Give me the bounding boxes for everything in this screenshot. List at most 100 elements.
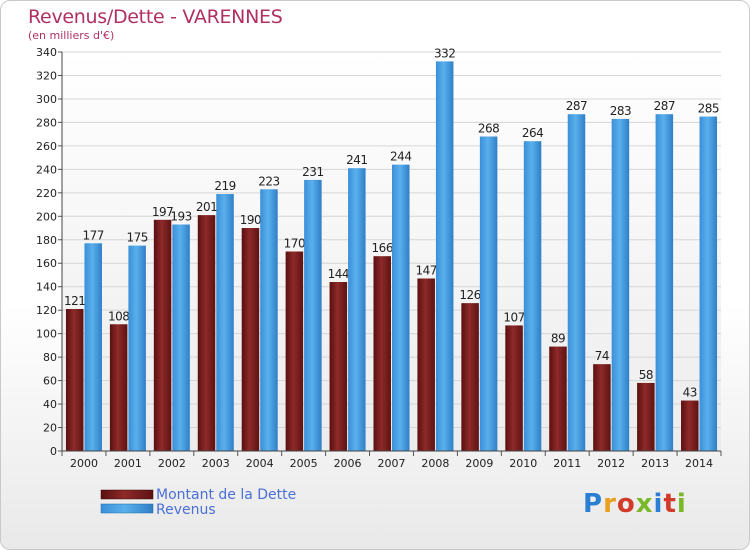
x-tick-label: 2010 [509, 457, 537, 470]
data-label-revenus: 241 [346, 153, 367, 167]
y-tick-label: 20 [43, 422, 57, 435]
data-label-dette: 126 [459, 288, 480, 302]
data-label-revenus: 223 [258, 174, 279, 188]
data-label-revenus: 177 [83, 228, 104, 242]
y-tick-label: 120 [36, 304, 57, 317]
logo-letter: i [653, 489, 664, 519]
data-label-revenus: 283 [610, 104, 631, 118]
data-label-dette: 74 [595, 349, 609, 363]
data-label-dette: 147 [415, 263, 436, 277]
chart-subtitle: (en milliers d'€) [28, 29, 115, 42]
bar-revenus [479, 136, 498, 451]
x-tick-label: 2002 [158, 457, 186, 470]
data-label-revenus: 219 [214, 179, 235, 193]
y-tick-label: 40 [43, 398, 57, 411]
bar-dette [109, 324, 128, 451]
bar-revenus [348, 168, 366, 451]
bar-dette [65, 309, 84, 451]
data-label-dette: 108 [108, 309, 129, 323]
x-tick-label: 2009 [465, 457, 493, 470]
bar-revenus [435, 61, 454, 451]
bar-dette [593, 364, 611, 451]
y-tick-label: 100 [36, 328, 57, 341]
data-label-revenus: 244 [390, 150, 411, 164]
proxiti-logo: Proxiti [583, 489, 687, 519]
y-tick-label: 80 [43, 351, 57, 364]
bar-revenus [699, 116, 718, 451]
bar-revenus [392, 164, 410, 452]
x-tick-label: 2001 [114, 457, 142, 470]
x-tick-label: 2000 [70, 457, 98, 470]
chart-title: Revenus/Dette - VARENNES [28, 6, 283, 28]
data-label-dette: 43 [683, 386, 697, 400]
bar-dette [241, 228, 260, 451]
data-label-revenus: 264 [522, 126, 543, 140]
bar-dette [153, 219, 172, 451]
logo-letter: x [635, 489, 654, 519]
legend-swatch-revenus [100, 503, 154, 514]
data-label-dette: 170 [284, 237, 305, 251]
y-tick-label: 260 [36, 140, 57, 153]
y-tick-label: 240 [36, 163, 57, 176]
bar-revenus [260, 189, 278, 451]
y-tick-label: 300 [36, 93, 57, 106]
data-label-dette: 201 [196, 200, 217, 214]
logo-letter: r [603, 489, 617, 519]
logo-letter: P [583, 489, 604, 519]
data-label-revenus: 175 [126, 231, 147, 245]
bar-dette [637, 382, 655, 451]
bar-revenus [611, 118, 630, 451]
data-label-revenus: 287 [654, 99, 675, 113]
data-label-revenus: 268 [478, 121, 499, 135]
plot-area [62, 52, 721, 451]
data-label-dette: 190 [240, 213, 261, 227]
bar-revenus [128, 245, 146, 451]
y-tick-label: 0 [50, 445, 57, 458]
y-tick-label: 180 [36, 234, 57, 247]
y-tick-label: 160 [36, 257, 57, 270]
bar-dette [505, 325, 523, 451]
y-tick-label: 340 [36, 46, 57, 59]
x-tick-label: 2005 [290, 457, 318, 470]
x-tick-label: 2013 [641, 457, 669, 470]
data-label-revenus: 231 [302, 165, 323, 179]
x-tick-label: 2003 [202, 457, 230, 470]
data-label-dette: 144 [328, 267, 349, 281]
data-label-dette: 121 [64, 294, 85, 308]
bar-dette [417, 278, 435, 451]
bar-dette [549, 346, 567, 451]
bar-revenus [567, 114, 586, 452]
legend-label-dette: Montant de la Dette [156, 487, 297, 503]
data-label-revenus: 287 [566, 99, 587, 113]
x-tick-label: 2007 [378, 457, 406, 470]
logo-letter: o [616, 489, 636, 519]
bar-revenus [216, 193, 234, 451]
y-tick-label: 320 [36, 69, 57, 82]
legend-swatch-dette [100, 489, 154, 500]
data-label-dette: 197 [152, 205, 173, 219]
legend-label-revenus: Revenus [156, 502, 216, 518]
bar-dette [285, 251, 304, 451]
bar-dette [329, 282, 348, 451]
x-tick-label: 2014 [685, 457, 713, 470]
y-tick-label: 140 [36, 281, 57, 294]
y-tick-label: 280 [36, 116, 57, 129]
data-label-revenus: 193 [170, 210, 191, 224]
bar-dette [461, 303, 479, 451]
x-tick-label: 2006 [334, 457, 362, 470]
y-tick-label: 220 [36, 187, 57, 200]
logo-letter: i [676, 489, 687, 519]
x-tick-label: 2004 [246, 457, 274, 470]
x-tick-label: 2008 [421, 457, 449, 470]
data-label-dette: 166 [372, 241, 393, 255]
bar-revenus [172, 224, 190, 451]
bar-revenus [84, 243, 102, 451]
x-tick-label: 2011 [553, 457, 581, 470]
logo-letter: t [663, 489, 677, 519]
bar-revenus [304, 179, 322, 451]
bar-dette [681, 400, 699, 451]
x-tick-label: 2012 [597, 457, 625, 470]
y-tick-label: 200 [36, 210, 57, 223]
